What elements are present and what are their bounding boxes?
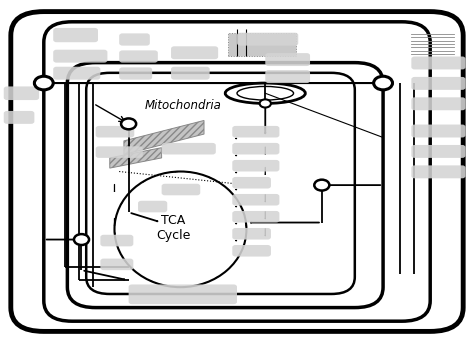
FancyBboxPatch shape <box>44 22 430 321</box>
FancyBboxPatch shape <box>265 70 310 83</box>
Ellipse shape <box>237 86 293 100</box>
FancyBboxPatch shape <box>119 33 150 46</box>
FancyBboxPatch shape <box>4 86 39 100</box>
FancyBboxPatch shape <box>4 111 35 124</box>
Circle shape <box>121 118 136 129</box>
FancyBboxPatch shape <box>86 73 355 294</box>
Ellipse shape <box>225 83 305 104</box>
FancyBboxPatch shape <box>265 53 310 66</box>
FancyBboxPatch shape <box>232 211 279 223</box>
Circle shape <box>74 234 89 245</box>
Circle shape <box>260 99 271 108</box>
FancyBboxPatch shape <box>232 160 279 172</box>
Text: Mitochondria: Mitochondria <box>145 99 221 112</box>
FancyBboxPatch shape <box>53 50 108 63</box>
FancyBboxPatch shape <box>232 143 279 154</box>
FancyBboxPatch shape <box>162 184 200 195</box>
Polygon shape <box>110 148 162 168</box>
FancyBboxPatch shape <box>162 143 216 154</box>
FancyBboxPatch shape <box>232 245 271 257</box>
FancyBboxPatch shape <box>119 50 158 63</box>
FancyBboxPatch shape <box>411 77 465 90</box>
FancyBboxPatch shape <box>411 125 465 138</box>
FancyBboxPatch shape <box>96 146 143 158</box>
FancyBboxPatch shape <box>100 235 133 246</box>
FancyBboxPatch shape <box>232 228 271 239</box>
FancyBboxPatch shape <box>411 165 465 178</box>
FancyBboxPatch shape <box>128 284 237 304</box>
FancyBboxPatch shape <box>411 57 465 69</box>
FancyBboxPatch shape <box>96 126 134 138</box>
Circle shape <box>314 180 329 191</box>
FancyBboxPatch shape <box>232 194 279 205</box>
FancyBboxPatch shape <box>119 67 152 80</box>
Circle shape <box>35 76 53 90</box>
FancyBboxPatch shape <box>171 46 218 59</box>
FancyBboxPatch shape <box>138 201 167 212</box>
FancyBboxPatch shape <box>411 97 465 110</box>
Text: TCA
Cycle: TCA Cycle <box>156 214 191 241</box>
FancyBboxPatch shape <box>53 28 98 42</box>
FancyBboxPatch shape <box>232 126 279 138</box>
FancyBboxPatch shape <box>53 67 100 80</box>
FancyBboxPatch shape <box>232 177 271 189</box>
FancyBboxPatch shape <box>67 63 383 308</box>
Ellipse shape <box>115 172 246 287</box>
FancyBboxPatch shape <box>171 67 210 80</box>
Polygon shape <box>124 120 204 154</box>
Circle shape <box>374 76 392 90</box>
FancyBboxPatch shape <box>11 12 463 331</box>
Bar <box>228 33 296 56</box>
FancyBboxPatch shape <box>100 259 133 270</box>
FancyBboxPatch shape <box>411 145 465 158</box>
FancyBboxPatch shape <box>237 33 298 46</box>
